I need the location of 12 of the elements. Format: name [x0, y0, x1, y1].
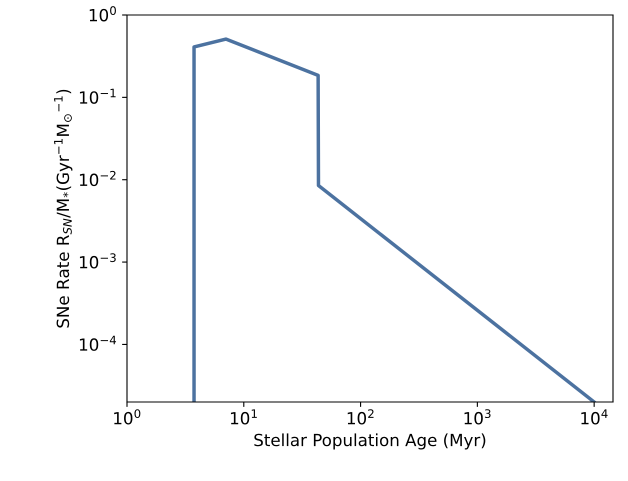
y-tick-label: 10$^{−3}$	[80, 253, 116, 269]
y-tick-label: 10$^{−2}$	[80, 170, 116, 186]
y-tick-label: 10$^{0}$	[90, 6, 116, 22]
y-tick-label: 10$^{−4}$	[80, 336, 116, 351]
y-tick-label: 10$^{−1}$	[80, 88, 116, 104]
x-tick-label: 10$^{1}$	[230, 409, 257, 425]
x-axis-title: Stellar Population Age (Myr)	[254, 433, 486, 450]
text: SNe Rate R$_{SN}$/M$_{*}$(Gyr$^{−1}$M$_{⊙}$$^{−1}$)	[54, 90, 72, 328]
x-tick-label: 10$^{4}$	[581, 409, 608, 425]
x-tick-label: 10$^{2}$	[348, 409, 374, 424]
x-tick-label: 10$^{0}$	[114, 409, 140, 424]
x-tick-label: 10$^{3}$	[464, 409, 491, 424]
